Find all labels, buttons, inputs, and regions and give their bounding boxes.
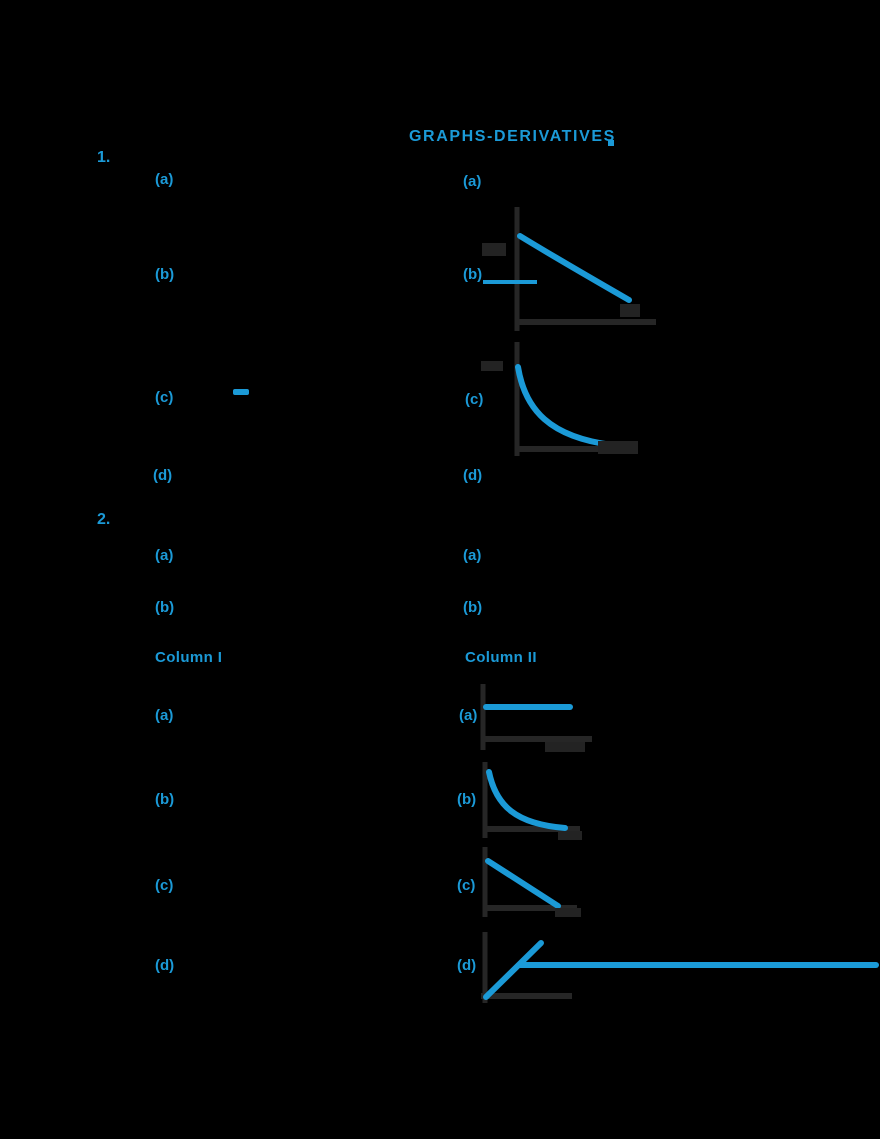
graph2c-label-blob (555, 908, 581, 917)
marker-col2-a: (a) (459, 707, 478, 724)
marker-s1-right-b: (b) (463, 266, 483, 283)
graph2a-label-blob (545, 742, 585, 752)
marker-s1-right-c: (c) (465, 391, 484, 408)
graph-col2-a (480, 684, 592, 750)
graph1-curve (517, 233, 632, 303)
marker-col1-c: (c) (155, 877, 174, 894)
graph2d-diagonal (483, 940, 544, 1000)
marker-col1-d: (d) (155, 957, 175, 974)
marker-col2-c: (c) (457, 877, 476, 894)
marker-s1-right-a: (a) (463, 173, 482, 190)
graph2b-curve (486, 769, 568, 831)
marker-s1-left-d: (d) (153, 467, 173, 484)
marker-s2-right-b: (b) (463, 599, 483, 616)
graph2b-label-blob (558, 831, 582, 840)
marker-col1-a: (a) (155, 707, 174, 724)
graph2-label-blob-left (481, 361, 503, 371)
answer-underline (483, 280, 537, 284)
section1-number: 1. (97, 149, 111, 166)
marker-s1-left-a: (a) (155, 171, 174, 188)
graph-2 (514, 342, 615, 456)
graph-col2-b (482, 762, 580, 838)
inline-expression-fragment (233, 389, 249, 395)
graph2-label-blob-right (598, 441, 638, 454)
graph-col2-c (482, 847, 577, 917)
marker-s2-left-b: (b) (155, 599, 175, 616)
marker-col2-b: (b) (457, 791, 477, 808)
column1-header: Column I (155, 649, 223, 666)
marker-col1-b: (b) (155, 791, 175, 808)
graph-1 (514, 207, 656, 331)
section2-number: 2. (97, 511, 111, 528)
marker-s2-left-a: (a) (155, 547, 174, 564)
marker-col2-d: (d) (457, 957, 477, 974)
marker-s1-left-c: (c) (155, 389, 174, 406)
title-period-mark (608, 140, 614, 146)
graph-col2-d (481, 932, 879, 1003)
column2-header: Column II (465, 649, 537, 666)
marker-s2-right-a: (a) (463, 547, 482, 564)
graph1-label-blob-left (482, 243, 506, 256)
marker-s1-left-b: (b) (155, 266, 175, 283)
graph2-curve (515, 364, 615, 448)
graph2c-curve (485, 858, 561, 909)
graph1-label-blob-right (620, 304, 640, 317)
marker-s1-right-d: (d) (463, 467, 483, 484)
page-title: GRAPHS-DERIVATIVES (409, 128, 616, 145)
